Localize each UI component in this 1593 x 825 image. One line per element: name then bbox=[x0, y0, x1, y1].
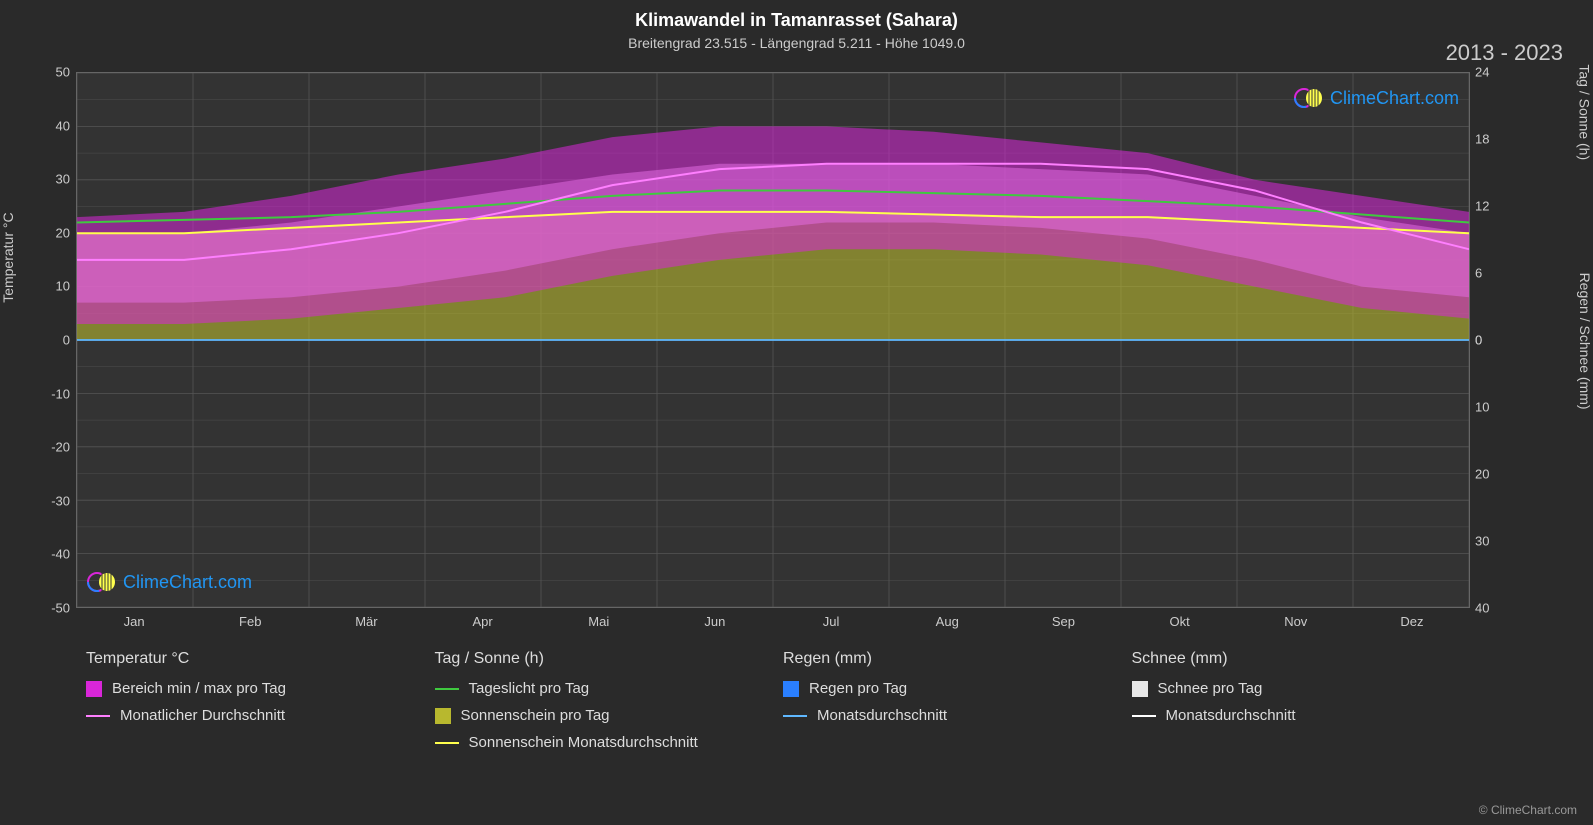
legend-label: Sonnenschein pro Tag bbox=[461, 707, 610, 724]
legend-item: Sonnenschein pro Tag bbox=[435, 707, 764, 724]
legend-item: Tageslicht pro Tag bbox=[435, 680, 764, 697]
x-tick: Mai bbox=[588, 614, 609, 629]
y-left-tick: -10 bbox=[51, 386, 70, 401]
x-tick: Okt bbox=[1169, 614, 1189, 629]
legend-header: Tag / Sonne (h) bbox=[435, 650, 764, 668]
legend-label: Bereich min / max pro Tag bbox=[112, 680, 286, 697]
year-range: 2013 - 2023 bbox=[1446, 40, 1563, 66]
legend-label: Regen pro Tag bbox=[809, 680, 907, 697]
legend-swatch bbox=[86, 715, 110, 717]
y-left-tick: 0 bbox=[63, 333, 70, 348]
legend-header: Temperatur °C bbox=[86, 650, 415, 668]
y-right1-tick: 24 bbox=[1475, 65, 1489, 80]
x-axis: Jan Feb Mär Apr Mai Jun Jul Aug Sep Okt Nov Dez bbox=[76, 614, 1470, 634]
x-tick: Apr bbox=[472, 614, 492, 629]
y-left-tick: -30 bbox=[51, 493, 70, 508]
legend-column: Schnee (mm) Schnee pro Tag Monatsdurchschn… bbox=[1122, 650, 1471, 761]
x-tick: Jun bbox=[704, 614, 725, 629]
logo-top-right: ClimeChart.com bbox=[1294, 83, 1459, 113]
y-right1-tick: 6 bbox=[1475, 266, 1482, 281]
x-tick: Feb bbox=[239, 614, 261, 629]
legend-swatch bbox=[435, 708, 451, 724]
chart-plot-area: ClimeChart.com ClimeChart.com bbox=[76, 72, 1470, 608]
logo-text: ClimeChart.com bbox=[1330, 88, 1459, 109]
y-left-tick: -40 bbox=[51, 547, 70, 562]
logo-icon bbox=[87, 567, 117, 597]
legend-item: Schnee pro Tag bbox=[1132, 680, 1461, 697]
x-tick: Mär bbox=[355, 614, 377, 629]
legend-item: Monatlicher Durchschnitt bbox=[86, 707, 415, 724]
y-left-tick: 50 bbox=[56, 65, 70, 80]
legend-swatch bbox=[1132, 681, 1148, 697]
y-axis-left: -50-40-30-20-1001020304050 bbox=[20, 72, 70, 608]
legend-column: Regen (mm) Regen pro Tag Monatsdurchschnit… bbox=[773, 650, 1122, 761]
legend-column: Tag / Sonne (h) Tageslicht pro Tag Sonnens… bbox=[425, 650, 774, 761]
y-right2-tick: 40 bbox=[1475, 601, 1489, 616]
y-axis-right2-label: Regen / Schnee (mm) bbox=[1577, 273, 1593, 410]
legend-swatch bbox=[783, 681, 799, 697]
y-left-tick: 30 bbox=[56, 172, 70, 187]
legend-label: Monatsdurchschnitt bbox=[1166, 707, 1296, 724]
legend-label: Monatlicher Durchschnitt bbox=[120, 707, 285, 724]
y-right2-tick: 10 bbox=[1475, 400, 1489, 415]
y-left-tick: 20 bbox=[56, 225, 70, 240]
y-axis-right1-label: Tag / Sonne (h) bbox=[1577, 64, 1593, 160]
y-right2-tick: 20 bbox=[1475, 467, 1489, 482]
chart-subtitle: Breitengrad 23.515 - Längengrad 5.211 - … bbox=[0, 31, 1593, 51]
legend-header: Schnee (mm) bbox=[1132, 650, 1461, 668]
legend-swatch bbox=[435, 742, 459, 744]
legend-item: Monatsdurchschnitt bbox=[1132, 707, 1461, 724]
y-left-tick: -20 bbox=[51, 440, 70, 455]
legend-swatch bbox=[1132, 715, 1156, 717]
y-axis-left-label: Temperatur °C bbox=[0, 212, 16, 302]
logo-bottom-left: ClimeChart.com bbox=[87, 567, 252, 597]
legend-item: Bereich min / max pro Tag bbox=[86, 680, 415, 697]
legend: Temperatur °C Bereich min / max pro Tag Mo… bbox=[76, 650, 1470, 761]
y-right1-tick: 18 bbox=[1475, 132, 1489, 147]
legend-swatch bbox=[86, 681, 102, 697]
y-right2-tick: 0 bbox=[1475, 333, 1482, 348]
y-axis-right1: 06121824 bbox=[1475, 72, 1505, 340]
chart-title: Klimawandel in Tamanrasset (Sahara) bbox=[0, 0, 1593, 31]
y-left-tick: 10 bbox=[56, 279, 70, 294]
legend-label: Sonnenschein Monatsdurchschnitt bbox=[469, 734, 698, 751]
legend-column: Temperatur °C Bereich min / max pro Tag Mo… bbox=[76, 650, 425, 761]
copyright: © ClimeChart.com bbox=[1479, 803, 1577, 817]
x-tick: Nov bbox=[1284, 614, 1307, 629]
legend-item: Sonnenschein Monatsdurchschnitt bbox=[435, 734, 764, 751]
y-axis-right2: 010203040 bbox=[1475, 340, 1505, 608]
x-tick: Jul bbox=[823, 614, 840, 629]
legend-label: Tageslicht pro Tag bbox=[469, 680, 590, 697]
legend-swatch bbox=[783, 715, 807, 717]
legend-label: Monatsdurchschnitt bbox=[817, 707, 947, 724]
x-tick: Aug bbox=[936, 614, 959, 629]
legend-item: Regen pro Tag bbox=[783, 680, 1112, 697]
logo-text: ClimeChart.com bbox=[123, 572, 252, 593]
y-left-tick: -50 bbox=[51, 601, 70, 616]
y-right1-tick: 12 bbox=[1475, 199, 1489, 214]
legend-header: Regen (mm) bbox=[783, 650, 1112, 668]
y-left-tick: 40 bbox=[56, 118, 70, 133]
logo-icon bbox=[1294, 83, 1324, 113]
chart-svg bbox=[77, 73, 1469, 607]
y-right2-tick: 30 bbox=[1475, 534, 1489, 549]
x-tick: Dez bbox=[1400, 614, 1423, 629]
legend-label: Schnee pro Tag bbox=[1158, 680, 1263, 697]
x-tick: Sep bbox=[1052, 614, 1075, 629]
x-tick: Jan bbox=[124, 614, 145, 629]
legend-item: Monatsdurchschnitt bbox=[783, 707, 1112, 724]
legend-swatch bbox=[435, 688, 459, 690]
